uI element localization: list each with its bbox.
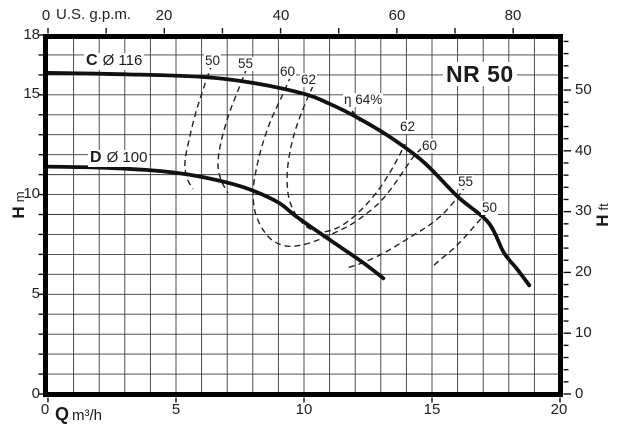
top-axis-tick-label: 20 — [155, 7, 173, 24]
top-axis-tick-label: 80 — [504, 7, 522, 24]
best-efficiency-label: η 64% — [343, 92, 384, 108]
top-axis-unit-label: U.S. g.p.m. — [56, 6, 132, 23]
right-axis-tick-label: 50 — [575, 81, 592, 98]
bottom-axis-tick-label: 15 — [423, 401, 441, 418]
right-axis-tick-label: 10 — [575, 324, 592, 341]
flow-unit: m³/h — [72, 407, 103, 424]
efficiency-label-55-left: 55 — [237, 56, 255, 72]
left-axis-tick-label: 10 — [23, 185, 40, 202]
right-axis-tick-label: 40 — [575, 142, 592, 159]
curve-d-diameter: Ø 100 — [106, 149, 148, 166]
efficiency-label-62-left: 62 — [300, 72, 318, 88]
efficiency-contour-55 — [346, 184, 467, 269]
left-axis-tick-label: 5 — [31, 285, 40, 302]
efficiency-label-60-left: 60 — [279, 64, 297, 80]
efficiency-contour-55 — [217, 67, 248, 194]
right-axis-title: Hft — [593, 190, 612, 240]
top-axis-tick-label: 40 — [272, 7, 290, 24]
bottom-axis-tick-label: 5 — [171, 401, 181, 418]
efficiency-label-50-left: 50 — [204, 53, 222, 69]
efficiency-label-50-right: 50 — [481, 200, 499, 216]
efficiency-label-55-right: 55 — [457, 174, 475, 190]
left-axis-title: Hm — [9, 180, 28, 230]
top-axis-tick-label: 60 — [388, 7, 406, 24]
plot-frame — [43, 34, 563, 397]
right-axis-tick-label: 20 — [575, 263, 592, 280]
left-axis-tick-label: 18 — [23, 26, 40, 43]
efficiency-contour-50 — [430, 211, 489, 269]
curve-d-id: D — [90, 149, 102, 166]
efficiency-contour-62 — [286, 85, 406, 233]
efficiency-label-60-right: 60 — [421, 138, 439, 154]
right-axis-unit: ft — [596, 203, 611, 211]
impeller-curve-c — [46, 71, 532, 288]
curve-c-id: C — [86, 52, 98, 69]
bottom-axis-tick-label: 10 — [295, 401, 313, 418]
efficiency-contour-50 — [184, 63, 213, 190]
flow-symbol: Q — [55, 404, 70, 424]
chart-title: NR 50 — [443, 62, 517, 86]
left-axis-symbol: H — [9, 206, 28, 219]
right-axis-tick-label: 30 — [575, 202, 592, 219]
bottom-axis-tick-label: 20 — [550, 401, 568, 418]
left-axis-tick-label: 0 — [31, 385, 40, 402]
impeller-curve-d — [46, 164, 386, 281]
curve-c-diameter: Ø 116 — [102, 52, 143, 69]
left-axis-tick-label: 15 — [23, 85, 40, 102]
bottom-axis-tick-label: 0 — [40, 401, 50, 418]
top-axis-tick-label: 0 — [41, 7, 51, 24]
right-axis-tick-label: 0 — [575, 385, 584, 402]
left-axis-unit: m — [12, 191, 27, 203]
right-axis-symbol: H — [593, 214, 612, 227]
efficiency-label-62-right: 62 — [399, 119, 417, 135]
